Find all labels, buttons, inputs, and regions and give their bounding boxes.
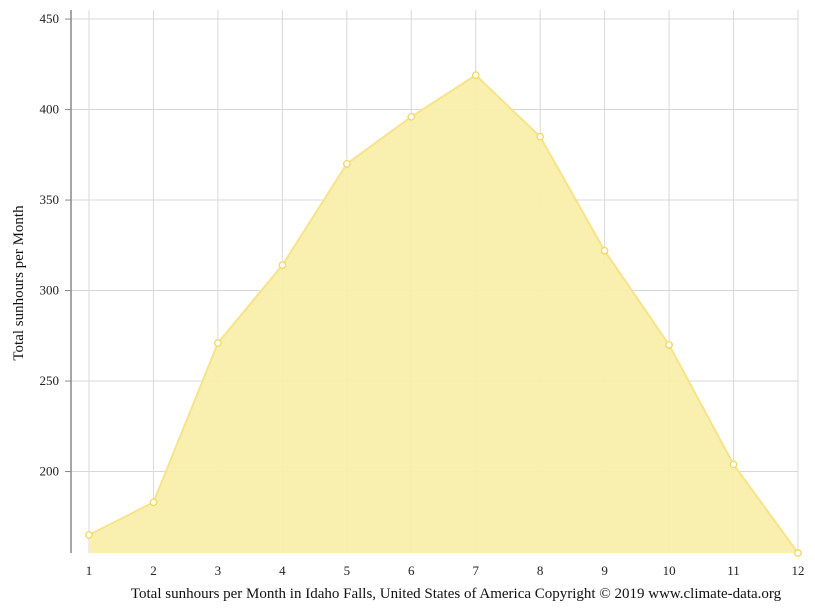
- y-tick-label: 250: [40, 373, 60, 388]
- data-point-month-5: [342, 160, 351, 168]
- y-tick-label: 200: [40, 464, 60, 479]
- data-point-month-10: [665, 340, 673, 349]
- x-tick-label: 1: [86, 563, 93, 578]
- x-tick-label: 4: [279, 563, 286, 578]
- x-tick-label: 9: [601, 563, 608, 578]
- sunhours-area-fill: [89, 75, 798, 553]
- x-tick-label: 10: [663, 563, 676, 578]
- x-axis-ticks: 1 2 3 4 5 6 7 8 9 10 11 12: [86, 563, 805, 578]
- y-tick-label: 450: [40, 11, 60, 26]
- data-point-month-3: [214, 339, 222, 347]
- data-point-month-9: [600, 246, 609, 255]
- y-tick-label: 300: [40, 283, 60, 298]
- data-point-month-1: [85, 531, 93, 539]
- y-tick-label: 400: [40, 102, 60, 117]
- x-tick-label: 11: [727, 563, 740, 578]
- x-axis-title: Total sunhours per Month in Idaho Falls,…: [131, 586, 782, 602]
- x-tick-label: 6: [408, 563, 415, 578]
- y-axis-title: Total sunhours per Month: [11, 205, 27, 361]
- x-tick-label: 12: [792, 563, 805, 578]
- data-point-month-11: [729, 460, 738, 469]
- y-axis-ticks: 200 250 300 350 400 450: [40, 11, 71, 479]
- data-point-month-7: [471, 71, 480, 80]
- y-tick-label: 350: [40, 192, 60, 207]
- sunhours-series-line: [88, 73, 799, 554]
- x-tick-label: 8: [537, 563, 544, 578]
- data-point-month-12: [794, 549, 802, 557]
- x-tick-label: 3: [215, 563, 222, 578]
- data-points: [85, 71, 802, 557]
- data-point-month-6: [407, 112, 416, 121]
- x-tick-label: 7: [472, 563, 479, 578]
- data-point-month-2: [149, 498, 158, 507]
- x-tick-label: 5: [344, 563, 351, 578]
- x-tick-label: 2: [150, 563, 157, 578]
- data-point-month-8: [536, 132, 545, 141]
- data-point-month-4: [278, 261, 287, 270]
